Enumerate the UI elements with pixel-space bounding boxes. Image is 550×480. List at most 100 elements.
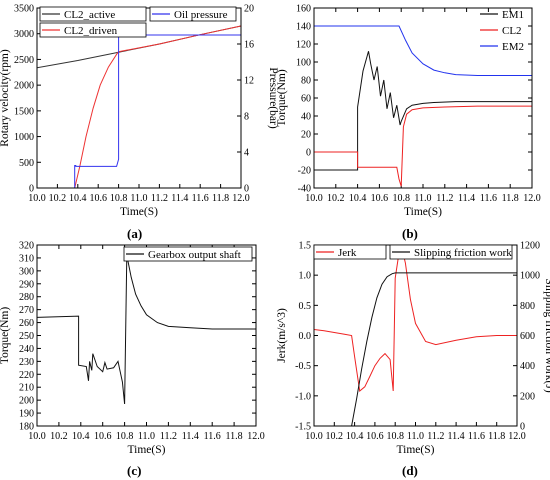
series-line-3 [37,34,241,188]
legend-entry-2: CL2 [502,25,522,37]
y-tick-label: 80 [301,76,311,87]
x-tick-label: 12.0 [247,431,265,442]
y-tick-label: 210 [19,383,34,394]
y-tick-label: 290 [19,279,34,290]
x-tick-label: 10.8 [110,193,128,204]
y-tick-label: 20 [301,130,311,141]
x-tick-label: 10.2 [326,431,344,442]
series-line-1 [37,255,256,405]
x-tick-label: 10.2 [50,431,68,442]
y-right-tick-label: 4 [244,148,249,159]
y-tick-label: 280 [19,292,34,303]
x-tick-label: 11.6 [468,431,485,442]
y-axis-label: Jerk(m/s^3) [276,308,288,363]
legend-entry-1: Gearbox output shaft [148,249,241,261]
y-right-tick-label: 1000 [520,271,540,282]
x-tick-label: 11.2 [151,193,168,204]
x-tick-label: 11.2 [436,193,453,204]
x-tick-label: 10.6 [89,193,107,204]
y-right-axis-label: Slipping friction work(J) [543,278,550,393]
y-tick-label: 1000 [14,132,34,143]
x-tick-label: 11.0 [138,431,155,442]
y-tick-label: -1.0 [295,391,311,402]
x-tick-label: 11.8 [226,431,243,442]
y-tick-label: 230 [19,357,34,368]
y-tick-label: 310 [19,253,34,264]
x-tick-label: 10.4 [346,431,364,442]
y-right-tick-label: 16 [244,40,254,51]
x-tick-label: 10.0 [28,193,46,204]
y-tick-label: 180 [19,422,34,433]
y-right-tick-label: 8 [244,112,249,123]
x-tick-label: 11.6 [192,193,209,204]
y-tick-label: 120 [296,40,311,51]
y-tick-label: -1.5 [295,422,311,433]
x-tick-label: 11.4 [458,193,475,204]
y-right-tick-label: 1200 [520,241,540,252]
x-tick-label: 10.4 [72,431,90,442]
series-line-1 [314,249,517,392]
y-tick-label: 60 [301,94,311,105]
y-tick-label: 140 [296,22,311,33]
panel-label-c: (c) [127,463,142,478]
y-tick-label: 2500 [14,55,34,66]
x-axis-label: Time(S) [120,206,158,218]
legend-entry-1: Jerk [338,247,357,259]
y-tick-label: 240 [19,344,34,355]
plot-frame [313,7,533,189]
y-tick-label: 40 [301,112,311,123]
legend-entry-2: Slipping friction work [414,247,512,259]
y-tick-label: 1500 [14,106,34,117]
legend-box [313,244,387,260]
y-tick-label: 220 [19,370,34,381]
y-tick-label: 0.0 [299,331,312,342]
series-line-2 [351,272,517,426]
y-right-axis-label: Pressure(bar) [267,67,279,128]
plot-frame [313,244,518,427]
x-tick-label: 10.2 [327,193,345,204]
series-line-3 [314,25,532,76]
legend-box [39,6,147,22]
x-tick-label: 11.2 [427,431,444,442]
x-tick-label: 11.8 [212,193,229,204]
y-tick-label: 300 [19,266,34,277]
legend-entry-3: Oil pressure [174,9,228,21]
legend-box [389,244,513,260]
legend-entry-1: CL2_active [64,9,115,21]
x-tick-label: 12.0 [508,431,526,442]
y-tick-label: 270 [19,305,34,316]
x-tick-label: 11.4 [182,431,199,442]
y-tick-label: 3000 [14,29,34,40]
panel-label-b: (b) [402,226,418,241]
y-tick-label: 1.0 [299,271,312,282]
y-right-tick-label: 12 [244,76,254,87]
series-line-2 [74,25,241,188]
x-axis-label: Time(S) [397,444,435,456]
y-axis-label: Torque(Nm) [276,69,288,126]
x-tick-label: 10.0 [305,193,323,204]
x-tick-label: 11.8 [502,193,519,204]
y-tick-label: 0 [29,184,34,195]
x-tick-label: 10.6 [366,431,384,442]
y-tick-label: 2000 [14,81,34,92]
y-tick-label: 100 [296,58,311,69]
series-line-2 [314,105,532,187]
y-axis-label: Torque(Nm) [0,307,11,364]
x-tick-label: 10.8 [386,431,404,442]
x-tick-label: 10.4 [349,193,367,204]
y-right-tick-label: 200 [520,391,535,402]
x-tick-label: 11.0 [407,431,424,442]
y-tick-label: -0.5 [295,361,311,372]
y-tick-label: 190 [19,409,34,420]
y-tick-label: 200 [19,396,34,407]
y-tick-label: 160 [296,4,311,15]
legend-entry-1: EM1 [502,9,524,21]
x-tick-label: 11.6 [480,193,497,204]
x-tick-label: 11.0 [130,193,147,204]
y-right-tick-label: 400 [520,361,535,372]
y-axis-label: Rotary velocity(rpm) [0,49,11,147]
legend-box [149,6,237,22]
x-tick-label: 11.8 [488,431,505,442]
y-tick-label: 0.5 [299,301,312,312]
y-right-tick-label: 800 [520,301,535,312]
